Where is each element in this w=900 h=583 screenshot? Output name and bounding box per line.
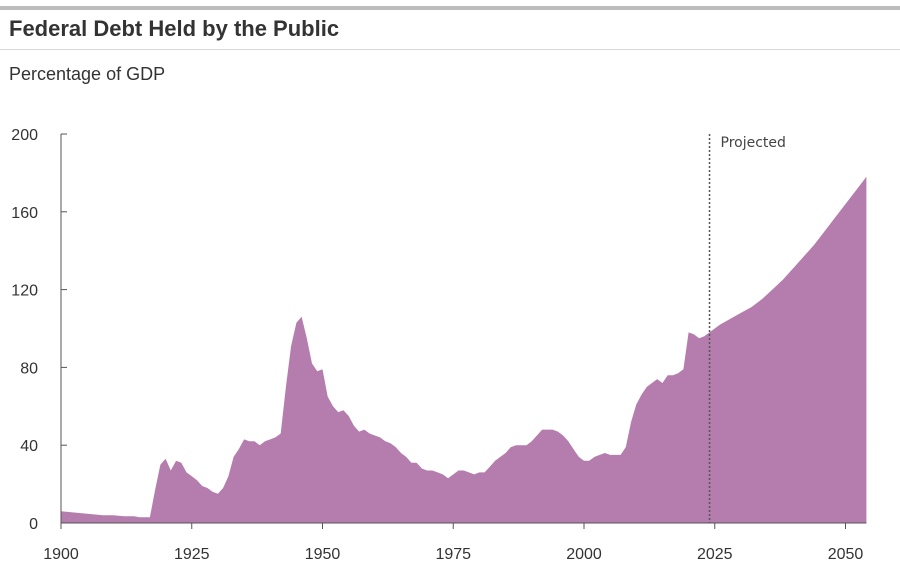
y-tick-label: 0 <box>29 516 38 533</box>
top-rule <box>0 6 900 10</box>
y-tick-label: 200 <box>11 127 38 144</box>
axis-layer: 0 40 80 120 160 200 1900 1925 1950 1975 2000 2025 20… <box>11 127 867 563</box>
y-tick-label: 160 <box>11 205 38 222</box>
debt-area <box>61 176 867 524</box>
y-tick-label: 40 <box>20 438 38 455</box>
chart-title: Federal Debt Held by the Public <box>9 16 340 41</box>
projected-label: Projected <box>721 135 786 151</box>
x-tick-label: 2025 <box>697 546 733 563</box>
x-tick-label: 1900 <box>43 546 79 563</box>
y-tick-label: 120 <box>11 283 38 300</box>
x-tick-label: 2000 <box>566 546 602 563</box>
x-tick-label: 1950 <box>305 546 341 563</box>
chart-subtitle: Percentage of GDP <box>9 64 166 84</box>
x-tick-label: 1975 <box>435 546 471 563</box>
area-layer <box>61 176 867 524</box>
title-divider <box>0 49 900 50</box>
y-tick-label: 80 <box>20 360 38 377</box>
x-tick-label: 2050 <box>828 546 864 563</box>
x-tick-label: 1925 <box>174 546 210 563</box>
projection-layer: Projected <box>708 134 786 523</box>
